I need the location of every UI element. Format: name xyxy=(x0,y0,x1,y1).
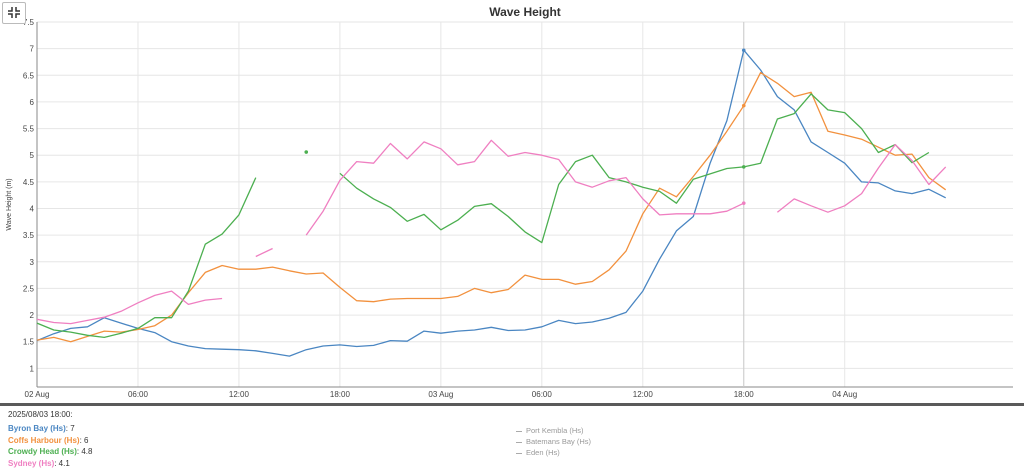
y-tick-label: 2.5 xyxy=(23,284,35,293)
series-sydney-hs xyxy=(36,139,947,325)
y-tick-label: 6.5 xyxy=(23,71,35,80)
x-tick-label: 06:00 xyxy=(532,390,553,399)
y-tick-label: 3 xyxy=(30,258,35,267)
readout-series-value: : 7 xyxy=(65,424,75,433)
collapse-arrows-icon xyxy=(8,7,20,18)
readout-row[interactable]: Sydney (Hs): 4.1 xyxy=(8,458,92,470)
readout-series-value: : 4.8 xyxy=(76,447,93,456)
x-tick-label: 12:00 xyxy=(633,390,654,399)
chart-title: Wave Height xyxy=(489,5,561,19)
inactive-series-list: Port Kembla (Hs) Batemans Bay (Hs) Eden (H… xyxy=(516,425,591,458)
readout-series-value: : 4.1 xyxy=(54,458,70,468)
series-line xyxy=(776,143,947,213)
y-tick-label: 7 xyxy=(30,45,35,54)
x-tick-label: 03 Aug xyxy=(428,390,453,399)
y-tick-label: 1.5 xyxy=(23,338,35,347)
readout-row[interactable]: Crowdy Head (Hs): 4.8 xyxy=(8,446,92,458)
wave-height-chart: 1 1.5 2 2.5 3 3.5 4 4.5 5 5.5 6 6.5 7 7.5 02 Aug 06:00 1… xyxy=(6,5,1013,399)
readout-series-name: Crowdy Head (Hs) xyxy=(8,447,77,456)
series-line xyxy=(339,93,930,244)
x-tick-label: 02 Aug xyxy=(25,390,50,399)
readout-series-value: : 6 xyxy=(79,435,89,445)
inactive-series-label: Eden (Hs) xyxy=(526,448,560,457)
y-tick-label: 7.5 xyxy=(23,18,35,27)
inactive-series-label: Port Kembla (Hs) xyxy=(526,426,584,435)
readout-timestamp: 2025/08/03 18:00: xyxy=(8,410,73,419)
series-line xyxy=(36,290,223,325)
y-tick-label: 4.5 xyxy=(23,178,35,187)
series-line xyxy=(36,49,946,357)
data-point-marker xyxy=(304,150,309,154)
inactive-series-item[interactable]: Port Kembla (Hs) xyxy=(516,425,591,436)
y-tick-label: 5.5 xyxy=(23,125,35,134)
series-crowdy-head-hs xyxy=(36,93,930,339)
x-tick-label: 04 Aug xyxy=(832,390,857,399)
inactive-series-item[interactable]: Eden (Hs) xyxy=(516,447,591,458)
y-tick-label: 5 xyxy=(30,151,35,160)
series-byron-bay-hs xyxy=(36,48,946,357)
legend-dash-icon xyxy=(516,441,522,443)
y-tick-label: 3.5 xyxy=(23,231,35,240)
inactive-series-item[interactable]: Batemans Bay (Hs) xyxy=(516,436,591,447)
readout-row[interactable]: Byron Bay (Hs): 7 xyxy=(8,423,92,435)
series-line xyxy=(36,71,947,343)
y-axis-title: Wave Height (m) xyxy=(6,178,13,230)
legend-dash-icon xyxy=(516,430,522,432)
y-tick-label: 1 xyxy=(30,364,35,373)
panel-divider xyxy=(0,403,1024,406)
x-tick-label: 06:00 xyxy=(128,390,149,399)
inactive-series-label: Batemans Bay (Hs) xyxy=(526,437,592,446)
data-point-marker xyxy=(741,165,746,169)
series-line xyxy=(36,177,257,339)
readout-series-name: Sydney (Hs) xyxy=(8,458,55,468)
legend-dash-icon xyxy=(516,452,522,454)
readout-series-name: Byron Bay (Hs) xyxy=(8,424,66,433)
x-tick-label: 12:00 xyxy=(229,390,250,399)
series-coffs-harbour-hs xyxy=(36,71,947,343)
active-series-readouts: Byron Bay (Hs): 7 Coffs Harbour (Hs): 6 Cr… xyxy=(8,423,92,469)
y-tick-label: 2 xyxy=(30,311,35,320)
series-line xyxy=(255,247,273,258)
readout-row[interactable]: Coffs Harbour (Hs): 6 xyxy=(8,435,92,447)
y-tick-label: 4 xyxy=(30,204,35,213)
data-point-marker xyxy=(741,201,746,205)
y-tick-label: 6 xyxy=(30,98,35,107)
data-point-marker xyxy=(741,48,746,53)
x-tick-label: 18:00 xyxy=(330,390,351,399)
plot-area xyxy=(37,22,1013,387)
x-tick-label: 18:00 xyxy=(734,390,755,399)
data-point-marker xyxy=(741,103,746,108)
collapse-button[interactable] xyxy=(2,2,26,24)
series-line xyxy=(305,139,745,236)
readout-series-name: Coffs Harbour (Hs) xyxy=(8,435,80,445)
legend-panel xyxy=(0,403,1024,474)
